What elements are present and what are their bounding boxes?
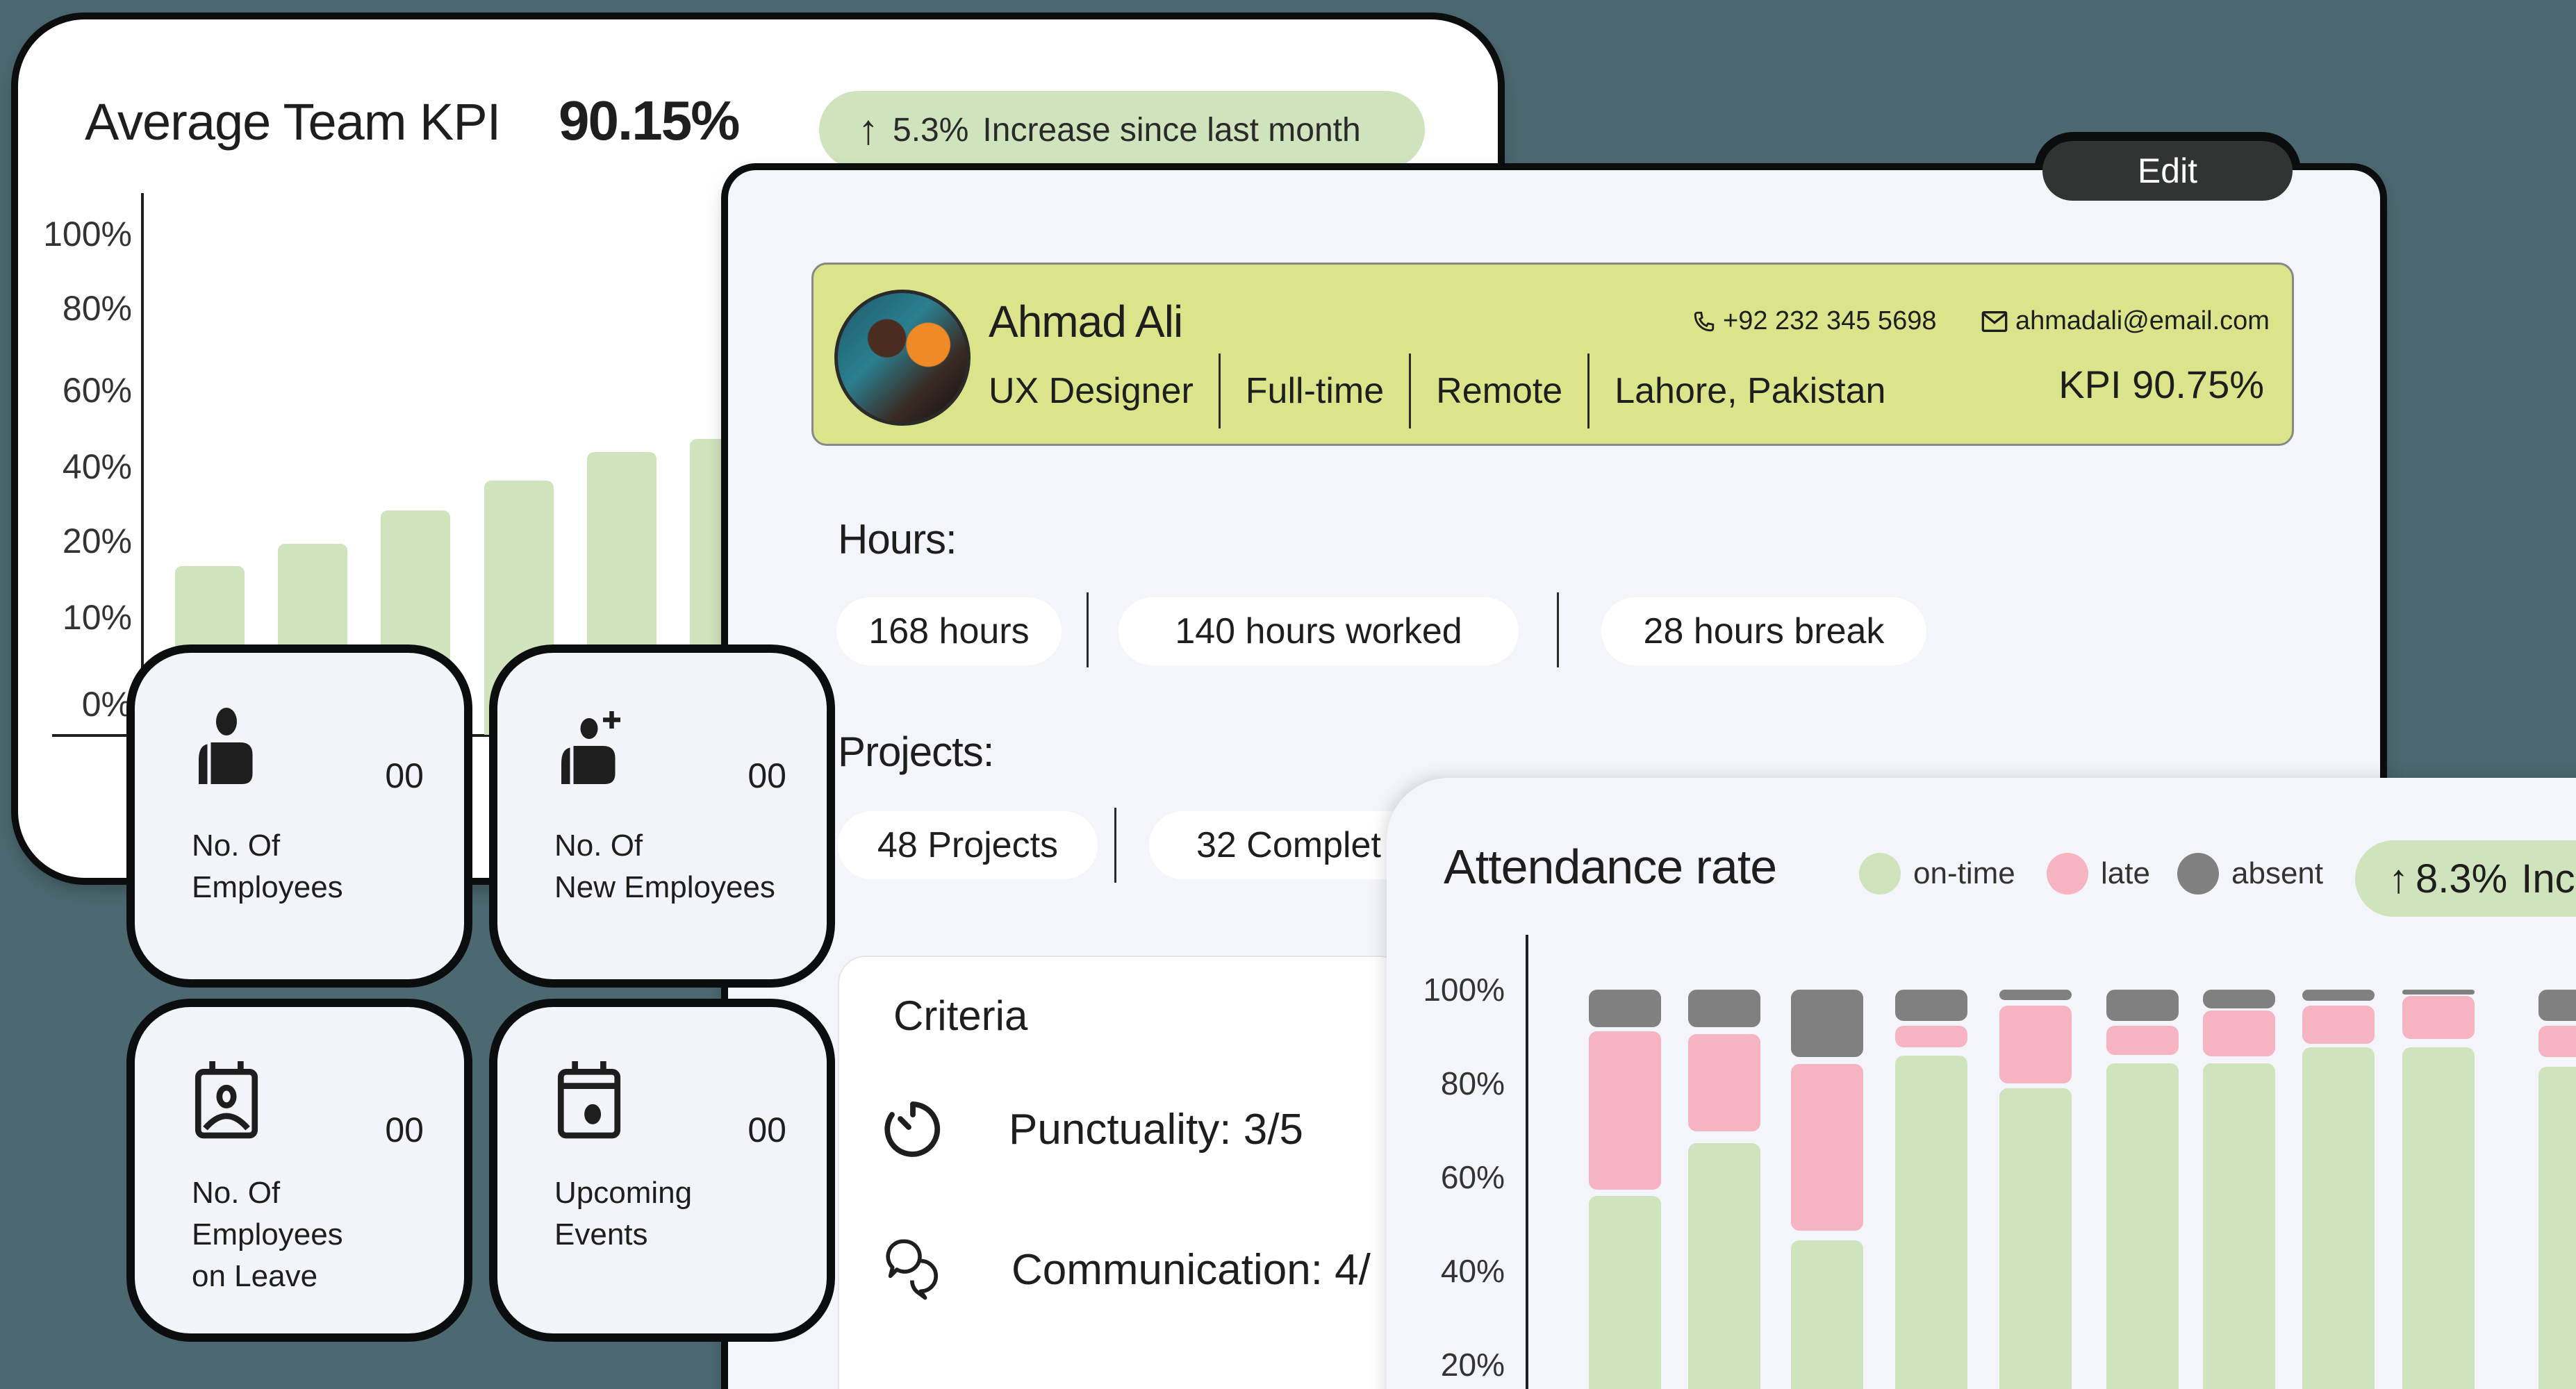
- stat-count: 00: [385, 756, 424, 795]
- employment-type: Full-time: [1245, 371, 1385, 411]
- attendance-rate-panel: Attendance rate on-time late absent ↑ 8.…: [1387, 778, 2576, 1389]
- stat-label: No. Of Employees on Leave: [192, 1176, 343, 1293]
- employee-location: Lahore, Pakistan: [1615, 371, 1886, 411]
- kpi-title: Average Team KPI: [85, 93, 501, 151]
- kpi-tick: 60%: [62, 371, 132, 410]
- legend-dot-icon: [2177, 853, 2219, 895]
- employee-kpi: KPI 90.75%: [2058, 363, 2264, 406]
- kpi-value: 90.15%: [559, 90, 740, 151]
- divider: [1087, 592, 1089, 667]
- stat-label: No. Of New Employees: [554, 829, 775, 904]
- employee-name: Ahmad Ali: [989, 297, 1183, 347]
- criteria-title: Criteria: [893, 992, 1028, 1039]
- attendance-tick: 80%: [1440, 1065, 1505, 1101]
- attendance-tick: 100%: [1423, 972, 1505, 1008]
- employee-details-row: UX Designer Full-time Remote Lahore, Pak…: [989, 354, 1910, 429]
- hours-break-pill: 28 hours break: [1601, 597, 1926, 665]
- stat-count: 00: [385, 1111, 424, 1149]
- divider: [1587, 354, 1590, 429]
- kpi-change-text: Increase since last month: [982, 111, 1361, 149]
- kpi-change-badge: ↑ 5.3% Increase since last month: [819, 91, 1425, 169]
- calendar-event-icon: [554, 1061, 624, 1142]
- hours-worked-pill: 140 hours worked: [1118, 597, 1519, 665]
- kpi-tick: 20%: [62, 522, 132, 560]
- employee-email[interactable]: ahmadali@email.com: [1981, 306, 2270, 336]
- total-hours-pill: 168 hours: [836, 597, 1062, 665]
- attendance-tick: 40%: [1440, 1253, 1505, 1289]
- completed-projects-pill: 32 Complet: [1149, 811, 1427, 879]
- criteria-card: Criteria Punctuality: 3/5 Communication:…: [838, 956, 1407, 1389]
- chat-bubbles-icon: [886, 1239, 939, 1300]
- kpi-tick: 80%: [62, 289, 132, 328]
- avatar[interactable]: [834, 290, 971, 426]
- divider: [1218, 354, 1221, 429]
- attendance-title: Attendance rate: [1444, 840, 1777, 894]
- stat-card-employees-on-leave[interactable]: 00 No. Of Employees on Leave: [135, 1007, 464, 1333]
- projects-label: Projects:: [838, 729, 994, 775]
- legend-dot-icon: [2047, 853, 2088, 895]
- stat-card-new-employees[interactable]: 00 No. Of New Employees: [497, 653, 827, 979]
- kpi-y-axis: [141, 193, 144, 735]
- employee-phone[interactable]: +92 232 345 5698: [1692, 306, 1936, 336]
- employee-info-card: Ahmad Ali +92 232 345 5698 ahmadali@emai…: [811, 263, 2294, 446]
- hours-label: Hours:: [838, 516, 957, 563]
- legend-dot-icon: [1859, 853, 1901, 895]
- mail-icon: [1981, 310, 2008, 332]
- divider: [1409, 354, 1412, 429]
- stat-label: Upcoming Events: [554, 1176, 693, 1251]
- kpi-tick: 100%: [43, 215, 132, 253]
- criteria-item-communication: Communication: 4/: [880, 1235, 1371, 1304]
- legend-absent: absent: [2177, 853, 2323, 895]
- attendance-y-axis: [1526, 935, 1528, 1389]
- attendance-tick: 60%: [1440, 1159, 1505, 1195]
- kpi-tick: 40%: [62, 447, 132, 486]
- criteria-item-punctuality: Punctuality: 3/5: [880, 1096, 1303, 1163]
- kpi-tick: 10%: [62, 598, 132, 637]
- kpi-change-pct: 5.3%: [893, 111, 969, 149]
- divider: [1114, 808, 1116, 883]
- badge-id-icon: [192, 1061, 261, 1142]
- total-projects-pill: 48 Projects: [838, 811, 1098, 879]
- stat-count: 00: [748, 1111, 786, 1149]
- attendance-tick: 20%: [1440, 1347, 1505, 1383]
- attendance-change-badge: ↑ 8.3% Inc: [2355, 840, 2576, 917]
- phone-icon: [1694, 311, 1715, 331]
- timer-icon: [884, 1101, 941, 1157]
- user-icon: [192, 707, 261, 788]
- stat-label: No. Of Employees: [192, 829, 343, 904]
- user-add-icon: [554, 707, 645, 788]
- employee-role: UX Designer: [989, 371, 1194, 411]
- arrow-up-icon: ↑: [2388, 856, 2409, 901]
- arrow-up-icon: ↑: [858, 106, 879, 153]
- stat-card-employees[interactable]: 00 No. Of Employees: [135, 653, 464, 979]
- stat-card-upcoming-events[interactable]: 00 Upcoming Events: [497, 1007, 827, 1333]
- legend-late: late: [2047, 853, 2150, 895]
- divider: [1557, 592, 1559, 667]
- work-mode: Remote: [1436, 371, 1563, 411]
- legend-on-time: on-time: [1859, 853, 2015, 895]
- edit-button[interactable]: Edit: [2042, 141, 2293, 201]
- stat-count: 00: [748, 756, 786, 795]
- kpi-tick: 0%: [81, 685, 132, 724]
